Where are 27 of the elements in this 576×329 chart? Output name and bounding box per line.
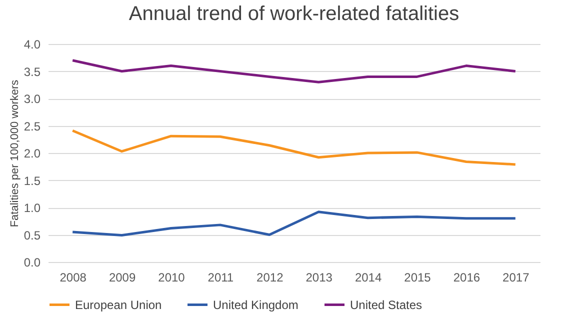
legend-label: United States xyxy=(350,298,422,312)
y-tick-label: 2.5 xyxy=(24,119,41,134)
y-tick-label: 4.0 xyxy=(24,38,41,52)
chart-title: Annual trend of work-related fatalities xyxy=(128,3,460,25)
x-tick-label: 2013 xyxy=(306,270,333,284)
x-tick-label: 2008 xyxy=(60,270,87,284)
legend-label: European Union xyxy=(75,298,162,312)
y-tick-label: 1.0 xyxy=(24,201,41,215)
x-tick-label: 2012 xyxy=(256,270,284,284)
x-tick-label: 2011 xyxy=(208,270,234,284)
y-tick-label: 3.5 xyxy=(24,64,41,79)
x-tick-label: 2017 xyxy=(502,270,530,284)
y-axis-title: Fatalities per 100,000 workers xyxy=(8,79,21,228)
y-tick-label: 2.0 xyxy=(24,146,41,160)
y-tick-label: 1.5 xyxy=(24,174,41,188)
x-tick-label: 2014 xyxy=(354,270,382,284)
x-tick-label: 2010 xyxy=(158,270,186,284)
x-tick-label: 2015 xyxy=(404,270,432,284)
line-series xyxy=(71,59,517,84)
legend-label: United Kingdom xyxy=(213,298,298,312)
y-tick-label: 0.5 xyxy=(24,228,41,242)
line-series xyxy=(71,210,517,237)
y-tick-label: 3.0 xyxy=(24,92,41,106)
line-series xyxy=(71,129,517,166)
x-tick-label: 2016 xyxy=(453,270,480,284)
x-tick-label: 2009 xyxy=(108,270,136,284)
y-tick-label: 0.0 xyxy=(24,256,41,270)
